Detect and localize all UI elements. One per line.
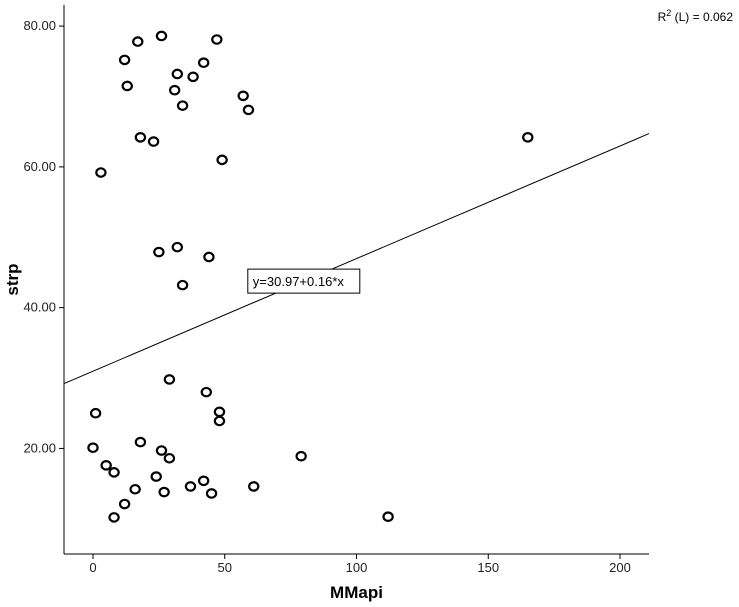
data-point: [171, 68, 184, 80]
y-axis-title: strp: [3, 263, 22, 295]
data-points: [87, 30, 534, 523]
x-tick-label: 50: [218, 560, 232, 575]
data-point: [205, 488, 218, 499]
data-point: [134, 132, 147, 143]
y-tick-label: 60.00: [23, 159, 56, 174]
r-squared-superscript: 2: [666, 8, 671, 18]
r-squared-label: R2 (L) = 0.062: [658, 8, 734, 24]
data-point: [216, 154, 228, 166]
data-point: [382, 511, 394, 522]
x-axis-ticks: 0 50 100 150 200: [89, 554, 631, 575]
data-point: [153, 246, 165, 258]
x-axis-title: MMapi: [330, 583, 383, 602]
data-point: [150, 471, 162, 482]
data-point: [132, 36, 144, 47]
data-point: [134, 436, 147, 448]
r-squared-suffix: (L) = 0.062: [671, 10, 733, 24]
x-tick-label: 200: [609, 560, 631, 575]
data-point: [203, 251, 215, 263]
x-tick-label: 150: [477, 560, 499, 575]
data-point: [200, 386, 212, 398]
data-point: [158, 486, 170, 498]
data-point: [237, 90, 249, 102]
data-point: [213, 415, 226, 427]
data-point: [147, 136, 160, 147]
data-point: [211, 34, 223, 45]
x-tick-label: 100: [346, 560, 368, 575]
data-point: [168, 84, 181, 96]
data-point: [176, 279, 189, 291]
y-axis-ticks: 20.00 40.00 60.00 80.00: [23, 18, 64, 455]
data-point: [118, 498, 131, 510]
data-point: [121, 80, 133, 92]
data-point: [197, 57, 210, 69]
data-point: [522, 132, 534, 143]
data-point: [295, 450, 307, 462]
data-point: [248, 481, 260, 492]
data-point: [89, 407, 102, 419]
data-point: [213, 406, 226, 418]
data-point: [129, 483, 141, 495]
r-squared-prefix: R: [658, 10, 667, 24]
data-point: [197, 475, 210, 487]
data-point: [108, 512, 120, 523]
equation-label: y=30.97+0.16*x: [253, 274, 345, 289]
x-tick-label: 0: [89, 560, 96, 575]
data-point: [242, 104, 255, 116]
data-point: [163, 452, 176, 464]
data-point: [184, 481, 197, 492]
data-point: [176, 100, 189, 111]
data-point: [155, 30, 168, 42]
data-point: [187, 71, 199, 83]
data-point: [87, 442, 99, 454]
fit-line: [63, 133, 650, 385]
data-point: [118, 54, 131, 66]
data-point: [163, 374, 176, 385]
y-tick-label: 20.00: [23, 440, 56, 455]
data-point: [95, 167, 107, 178]
y-tick-label: 80.00: [23, 18, 56, 33]
data-point: [100, 460, 112, 471]
equation-box-frame: [247, 268, 361, 294]
data-point: [155, 445, 168, 456]
equation-box: y=30.97+0.16*x: [247, 268, 361, 294]
y-tick-label: 40.00: [23, 300, 56, 315]
data-point: [108, 467, 120, 478]
data-point: [171, 241, 184, 253]
